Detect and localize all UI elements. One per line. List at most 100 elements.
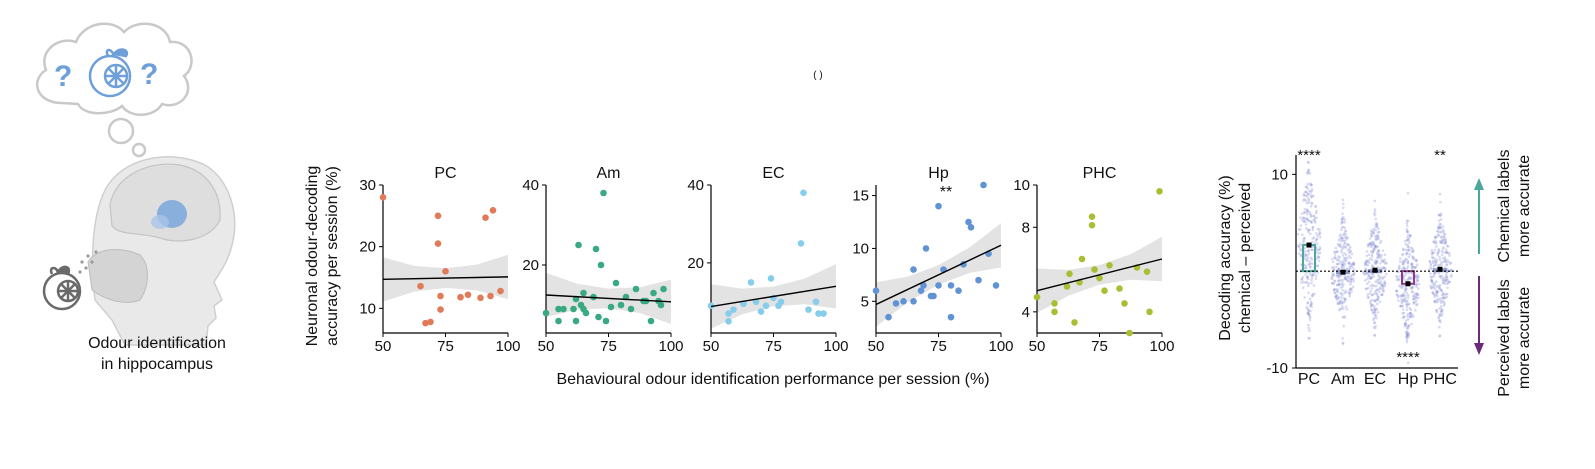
data-point <box>612 279 620 287</box>
violin-dot <box>1341 263 1344 267</box>
scatter-panel-phc: PHC 50 75 100 4 8 10 <box>1013 165 1174 355</box>
violin-dot <box>1318 251 1322 255</box>
violin-dot <box>1306 160 1310 164</box>
violin-dot <box>1307 248 1311 252</box>
violin-dot <box>1406 296 1410 299</box>
data-point <box>797 240 805 247</box>
violin-dot <box>1398 266 1401 269</box>
violin-dot <box>1407 324 1411 328</box>
violin-dot <box>1343 245 1347 249</box>
violin-dot <box>1433 272 1436 275</box>
data-point <box>572 317 580 325</box>
violin-dot <box>1305 201 1309 205</box>
x-tick-label: 75 <box>600 338 617 355</box>
violin-dot <box>1343 276 1347 279</box>
violin-dot <box>1409 234 1412 237</box>
violin-dot <box>1306 301 1309 305</box>
violin-dot <box>1403 267 1406 271</box>
violin-dot <box>1370 298 1374 302</box>
violin-dot <box>1364 267 1367 271</box>
violin-dot <box>1373 309 1377 312</box>
violin-dot <box>1432 275 1435 278</box>
violin-dot <box>1383 284 1387 287</box>
violin-dot <box>1433 293 1436 296</box>
violin-dot <box>1309 205 1313 208</box>
violin-dot <box>1309 300 1313 304</box>
violin-dot <box>1442 291 1445 295</box>
violin-dot <box>1401 260 1404 263</box>
violin-dot <box>1318 246 1322 249</box>
data-point <box>600 189 607 197</box>
violin-dot <box>1340 292 1343 296</box>
violin-dot <box>1405 238 1409 242</box>
violin-dot <box>1414 294 1418 298</box>
violin-dot <box>1407 271 1410 275</box>
violin-dot <box>1306 212 1309 216</box>
violin-dot <box>1345 243 1349 247</box>
orange-fruit-icon <box>88 48 132 98</box>
violin-dot <box>1427 268 1431 271</box>
violin-dot <box>1340 250 1343 254</box>
violin-dot <box>1307 313 1311 317</box>
violin-dot <box>1441 312 1444 316</box>
violin-dot <box>1311 226 1314 229</box>
violin-dot <box>1440 240 1443 243</box>
violin-dot <box>1395 289 1398 293</box>
violin-dot <box>1433 286 1436 290</box>
violin-dot <box>1331 260 1335 264</box>
violin-dot <box>1312 214 1316 218</box>
data-point <box>1063 283 1071 290</box>
violin-dot <box>1436 253 1439 257</box>
scatter-panel-ec: EC 50 75 100 20 40 <box>687 165 848 355</box>
violin-dot <box>1332 265 1336 269</box>
violin-dot <box>1443 296 1447 300</box>
violin-dot <box>1299 254 1303 257</box>
violin-dot <box>1408 234 1412 238</box>
x-tick-label: 50 <box>1029 338 1046 355</box>
violin-dot <box>1302 220 1306 223</box>
violin-dot <box>1347 262 1351 265</box>
violin-dot <box>1439 320 1442 324</box>
violin-dot <box>1441 260 1445 264</box>
violin-dot <box>1366 243 1370 247</box>
violin-dot <box>1308 262 1312 265</box>
violin-dot <box>1334 246 1338 250</box>
violin-dot <box>1335 262 1339 266</box>
data-point <box>1091 266 1098 273</box>
violin-dot <box>1372 292 1376 296</box>
violin-dot <box>1301 240 1305 244</box>
violin-dot <box>1337 279 1341 283</box>
violin-dot <box>1370 243 1374 246</box>
violin-dot <box>1333 257 1337 260</box>
violin-dot <box>1340 249 1343 252</box>
violin-dot <box>1308 304 1312 308</box>
violin-dot <box>1416 292 1419 295</box>
violin-dot <box>1350 263 1354 267</box>
violin-dot <box>1369 276 1373 280</box>
violin-dot <box>1306 312 1309 315</box>
panel-mark: ( ) <box>813 70 822 81</box>
violin-dot <box>1404 248 1408 252</box>
violin-dot <box>1432 285 1435 288</box>
violin-dot <box>1348 288 1351 292</box>
violin-dot <box>1408 276 1411 280</box>
violin-dot <box>1444 260 1447 264</box>
violin-dot <box>1378 300 1382 304</box>
violin-dot <box>1382 266 1386 270</box>
violin-dot <box>1411 313 1414 317</box>
data-point <box>1051 308 1058 316</box>
violin-dot <box>1340 263 1344 267</box>
violin-dot <box>1303 208 1307 211</box>
violin-dot <box>1381 283 1385 286</box>
violin-dot <box>1405 333 1409 337</box>
violin-dot <box>1306 249 1309 253</box>
violin-dot <box>1402 247 1405 251</box>
violin-dot <box>1307 169 1310 172</box>
violin-dot <box>1313 217 1317 220</box>
violin-dot <box>1335 290 1339 293</box>
violin-dot <box>1350 252 1354 256</box>
violin-dot <box>1382 284 1385 288</box>
violin-dot <box>1336 274 1340 278</box>
violin-dot <box>1446 286 1449 290</box>
violin-dot <box>1415 277 1418 281</box>
